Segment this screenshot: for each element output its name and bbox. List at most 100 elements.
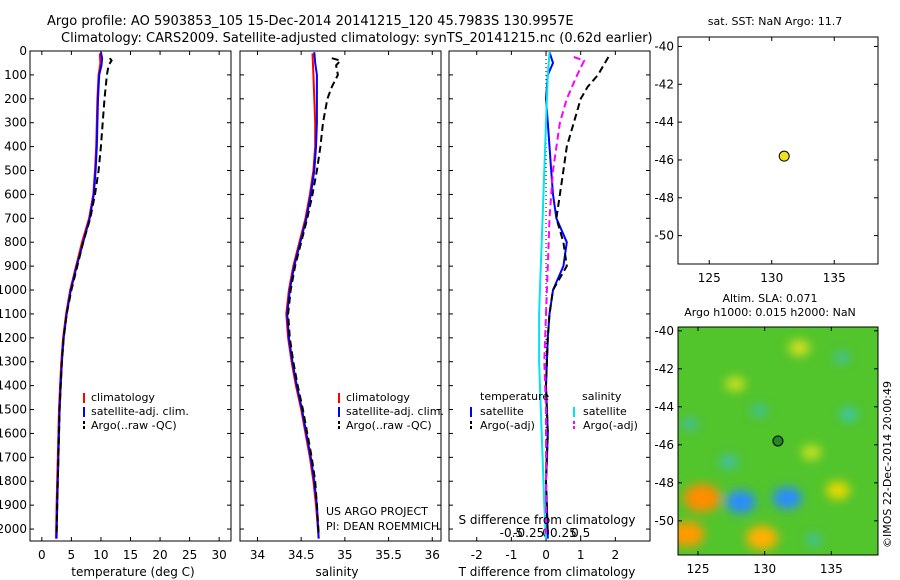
credit-pi: PI: DEAN ROEMMICH [326, 520, 439, 533]
sla-map-anomaly-blob [725, 490, 756, 514]
temperature-ytick-label: 100 [4, 68, 27, 82]
salinity-legend-label: Argo(..raw -QC) [346, 419, 432, 432]
temperature-ytick-label: 1200 [0, 331, 27, 345]
temperature-ytick-label: 1800 [0, 474, 27, 488]
figure-title-line1: Argo profile: AO 5903853_105 15-Dec-2014… [47, 14, 574, 29]
temperature-ytick-label: 800 [4, 235, 27, 249]
temperature-ytick-label: 900 [4, 259, 27, 273]
temperature-ytick-label: 1700 [0, 450, 27, 464]
difference-s-tick-label: -0.5 [500, 526, 523, 540]
salinity-xlabel: salinity [315, 565, 358, 579]
sla-map-anomaly-blob [746, 525, 778, 550]
temperature-ytick-label: 400 [4, 140, 27, 154]
sla-map-ytick-label: -44 [654, 400, 674, 414]
sla-map-xtick-label: 135 [820, 562, 843, 576]
sst-map-ytick-label: -44 [654, 115, 674, 129]
temperature-xtick-label: 30 [212, 548, 227, 562]
sla-map-xtick-label: 130 [753, 562, 776, 576]
difference-legend-label: satellite [480, 405, 524, 418]
sla-map-argo-marker [772, 435, 784, 447]
sla-map-ytick-label: -48 [654, 476, 674, 490]
difference-xtick-label: -2 [471, 548, 483, 562]
difference-xtick-label: 2 [612, 548, 620, 562]
salinity-legend-label: satellite-adj. clim. [346, 405, 444, 418]
salinity-axes-frame [239, 50, 442, 542]
temperature-ytick-label: 300 [4, 116, 27, 130]
temperature-legend-label: Argo(..raw -QC) [91, 419, 177, 432]
sst-map-bg [678, 37, 878, 264]
sla-map-anomaly-blob [678, 521, 705, 547]
temperature-ytick-label: 1400 [0, 379, 27, 393]
sla-map-anomaly-blob [683, 484, 721, 512]
difference-xlabel: T difference from climatology [458, 565, 636, 579]
sla-map-ytick-label: -42 [654, 362, 674, 376]
difference-xtick-label: -1 [505, 548, 517, 562]
difference-s-tick-label: -0.25 [513, 526, 544, 540]
sla-map-anomalies [678, 340, 858, 550]
temperature-ytick-label: 1900 [0, 498, 27, 512]
sst-map-xtick-label: 125 [698, 271, 721, 285]
sla-map-anomaly-blob [834, 351, 850, 364]
salinity-xtick-label: 35.5 [375, 548, 402, 562]
sla-map-anomaly-blob [801, 444, 822, 460]
sla-map-anomaly-blob [826, 481, 850, 500]
temperature-xtick-label: 0 [38, 548, 46, 562]
sla-map-anomaly-blob [806, 533, 822, 546]
salinity-legend-label: climatology [346, 391, 410, 404]
temperature-xtick-label: 20 [152, 548, 167, 562]
difference-legend-label: Argo(-adj) [480, 419, 535, 432]
sst-map-xtick-label: 135 [823, 271, 846, 285]
salinity-xtick-label: 36 [425, 548, 440, 562]
sst-map-ytick-label: -40 [654, 39, 674, 53]
sla-map-anomaly-blob [719, 455, 738, 469]
difference-series-salinity-satellite [538, 52, 551, 539]
sla-map-anomaly-blob [840, 408, 858, 421]
sla-map-anomaly-blob [725, 376, 746, 392]
difference-legend-title-temperature: temperature [480, 390, 549, 403]
temperature-xtick-label: 10 [93, 548, 108, 562]
difference-s-tick-label: 0.5 [571, 526, 590, 540]
salinity-xtick-label: 34.5 [288, 548, 315, 562]
sla-map-anomaly-blob [772, 487, 802, 509]
temperature-panel: 0 5 10 15 20 25 300100200300400500600700800900… [0, 44, 232, 562]
sst-map-panel: 125 130 135 -40 -42 -44 -46 -48 -50 [654, 36, 879, 285]
difference-legend-title-salinity: salinity [582, 390, 622, 403]
temperature-legend-label: satellite-adj. clim. [91, 405, 189, 418]
temperature-xtick-label: 15 [123, 548, 138, 562]
temperature-legend-label: climatology [91, 391, 155, 404]
temperature-ytick-label: 600 [4, 187, 27, 201]
temperature-ytick-label: 1500 [0, 403, 27, 417]
imos-timestamp: ©IMOS 22-Dec-2014 20:00:49 [881, 381, 894, 548]
sla-map-anomaly-blob [751, 404, 768, 417]
temperature-xtick-label: 5 [68, 548, 76, 562]
sla-map-title: Altim. SLA: 0.071 [722, 292, 817, 305]
difference-legend-label: satellite [583, 405, 627, 418]
salinity-xtick-label: 35 [337, 548, 352, 562]
difference-axes-frame [448, 50, 651, 542]
sla-map-anomaly-blob [682, 417, 698, 430]
temperature-ytick-label: 200 [4, 92, 27, 106]
temperature-xtick-label: 25 [182, 548, 197, 562]
temperature-ytick-label: 1100 [0, 307, 27, 321]
difference-s-tick-label: 0.25 [550, 526, 577, 540]
salinity-panel: 34 34.5 35 35.5 36 climatologysatellite-adj. … [239, 50, 444, 562]
sla-map-panel: 125 130 135 -40 -42 -44 -46 -48 -50 [654, 324, 879, 576]
temperature-ytick-label: 2000 [0, 522, 27, 536]
credit-project: US ARGO PROJECT [326, 505, 428, 518]
temperature-xlabel: temperature (deg C) [71, 565, 194, 579]
difference-s-xlabel: S difference from climatology [459, 513, 636, 527]
sst-map-ytick-label: -48 [654, 191, 674, 205]
sst-map-xtick-label: 130 [760, 271, 783, 285]
temperature-ytick-label: 700 [4, 211, 27, 225]
difference-series-salinity-argo-adj- [543, 56, 586, 534]
sla-map-subtitle: Argo h1000: 0.015 h2000: NaN [684, 306, 856, 319]
salinity-series-argo-raw-qc- [287, 57, 343, 534]
sst-map-argo-marker [778, 150, 790, 162]
figure-title-line2: Climatology: CARS2009. Satellite-adjuste… [61, 31, 653, 46]
difference-legend-label: Argo(-adj) [583, 419, 638, 432]
temperature-ytick-label: 1000 [0, 283, 27, 297]
sst-map-ytick-label: -46 [654, 153, 674, 167]
temperature-ytick-label: 1600 [0, 426, 27, 440]
sla-map-xtick-label: 125 [687, 562, 710, 576]
